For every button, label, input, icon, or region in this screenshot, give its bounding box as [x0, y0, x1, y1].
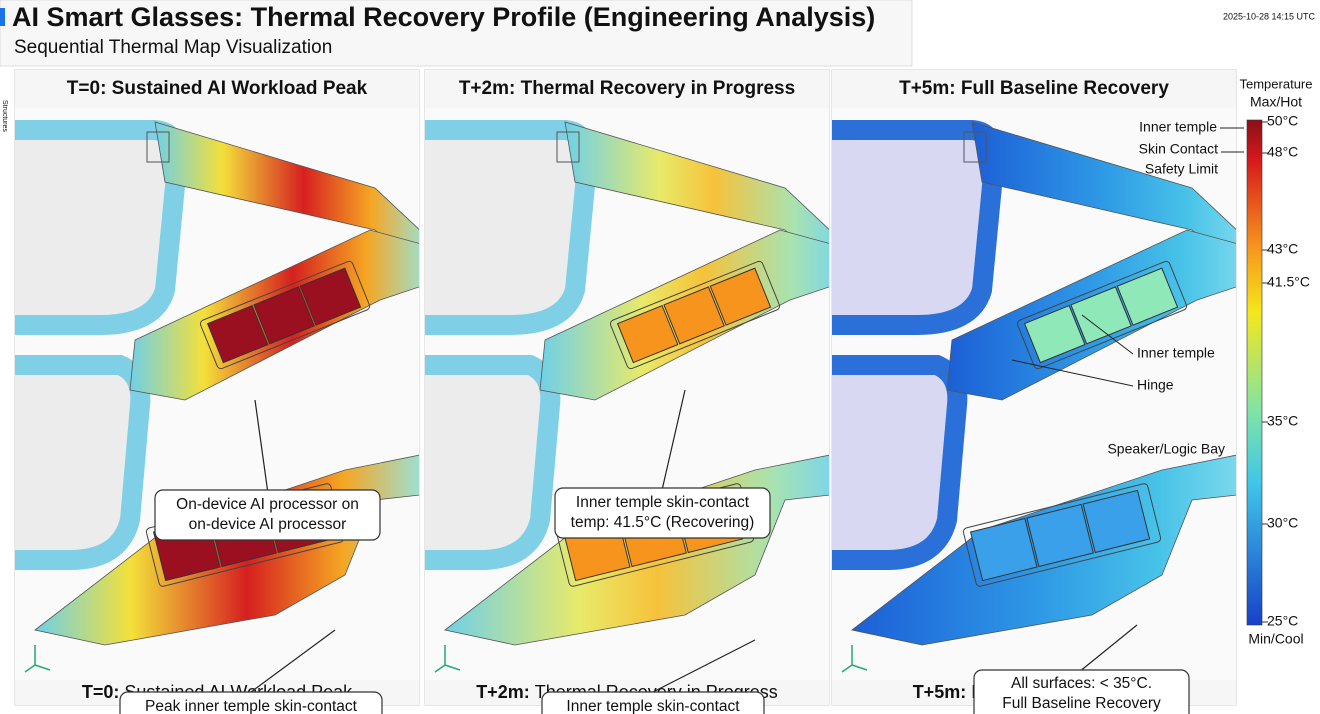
cell — [1082, 489, 1151, 554]
cell — [663, 286, 725, 345]
render — [832, 108, 1236, 680]
accent — [0, 8, 5, 26]
side-label: Structures — [1, 100, 8, 132]
part-label: Hinge — [1137, 377, 1174, 393]
cell — [1026, 503, 1094, 568]
leader — [254, 399, 269, 491]
callout-text: temp: 41.5°C (Recovering) — [571, 514, 755, 531]
callout-box — [154, 489, 381, 541]
callout-box — [541, 691, 765, 714]
part-label: Speaker/Logic Bay — [1107, 441, 1225, 457]
colorbar-tick-label: 41.5°C — [1267, 274, 1310, 290]
cell — [616, 304, 679, 364]
page-subtitle: Sequential Thermal Map Visualization — [14, 37, 332, 58]
lens — [832, 120, 1005, 335]
temple-arm — [564, 121, 829, 271]
colorbar-tick-label: 50°C — [1267, 113, 1298, 129]
lens — [425, 355, 561, 570]
panel-heading: T+5m: Full Baseline Recovery — [899, 78, 1169, 99]
colorbar — [1246, 119, 1263, 626]
callout-box — [554, 487, 771, 539]
lens — [425, 120, 598, 335]
leader — [652, 639, 756, 693]
temple-arm — [154, 121, 419, 271]
battery-frame — [609, 260, 781, 370]
label-leader — [1011, 359, 1134, 387]
cell — [1116, 267, 1179, 326]
hinge — [556, 131, 580, 163]
colorbar-min: Min/Cool — [1248, 631, 1303, 647]
timestamp: 2025-10-28 14:15 UTC — [1223, 11, 1316, 21]
render — [15, 108, 419, 680]
caption-bold: T=0: — [82, 682, 120, 702]
page-title: AI Smart Glasses: Thermal Recovery Profi… — [12, 2, 875, 32]
heading-bg — [832, 70, 1236, 108]
cell — [299, 267, 362, 326]
cell — [969, 517, 1038, 582]
cell — [709, 267, 772, 326]
heading-bg — [15, 70, 419, 108]
leader — [1081, 624, 1138, 671]
callout-text: On-device AI processor on — [176, 496, 359, 513]
heading-bg — [425, 70, 829, 108]
axis-triad — [434, 645, 461, 673]
battery-frame — [962, 483, 1162, 587]
title-box — [0, 0, 913, 67]
colorbar-tick-label: 30°C — [1267, 515, 1298, 531]
panel: T+5m: Full Baseline Recovery T+5m: Full Ba… — [831, 69, 1237, 714]
colorbar-annotation: Safety Limit — [1145, 161, 1218, 177]
panel: T=0: Sustained AI Workload PeakT=0:Susta… — [14, 69, 420, 714]
battery — [962, 483, 1162, 587]
axis-triad — [24, 645, 51, 673]
callout-text: Peak inner temple skin-contact — [145, 698, 358, 714]
battery — [1016, 260, 1188, 370]
lens — [15, 120, 188, 335]
battery — [199, 260, 371, 370]
label-leader — [1081, 314, 1134, 355]
cell — [206, 304, 269, 364]
battery-frame — [1016, 260, 1188, 370]
colorbar-annotation: Skin Contact — [1139, 141, 1218, 157]
render — [425, 108, 829, 680]
panel-heading: T+2m: Thermal Recovery in Progress — [459, 78, 795, 99]
lens — [832, 355, 968, 570]
colorbar-annotation: Inner temple — [1139, 119, 1217, 135]
hinge — [146, 131, 170, 163]
panel-heading: T=0: Sustained AI Workload Peak — [67, 78, 368, 99]
battery-frame — [199, 260, 371, 370]
caption-bold: T+5m: — [913, 682, 967, 702]
colorbar-title: Temperature — [1240, 76, 1313, 91]
colorbar-tick-label: 25°C — [1267, 613, 1298, 629]
colorbar-tick-label: 35°C — [1267, 413, 1298, 429]
callout-text: on-device AI processor — [189, 516, 347, 533]
leader — [250, 629, 336, 693]
leader — [661, 389, 686, 489]
colorbar-max: Max/Hot — [1250, 94, 1302, 110]
cell — [1070, 286, 1132, 345]
hinge — [963, 131, 987, 163]
cell — [253, 286, 315, 345]
colorbar-tick-label: 43°C — [1267, 241, 1298, 257]
caption-bold: T+2m: — [476, 682, 530, 702]
callout-box — [119, 691, 383, 714]
callout-text: Inner temple skin-contact — [566, 698, 740, 714]
callout-text: Inner temple skin-contact — [576, 494, 750, 511]
lens — [15, 355, 151, 570]
callout-text: Full Baseline Recovery — [1002, 695, 1161, 712]
axis-triad — [841, 645, 868, 673]
battery — [609, 260, 781, 370]
temple-arm — [971, 121, 1236, 271]
callout-box — [973, 669, 1190, 714]
callout-text: All surfaces: < 35°C. — [1011, 675, 1152, 692]
panel: T+2m: Thermal Recovery in ProgressT+2m:T… — [424, 69, 830, 714]
colorbar-tick-label: 48°C — [1267, 144, 1298, 160]
cell — [1023, 304, 1086, 364]
part-label: Inner temple — [1137, 345, 1215, 361]
